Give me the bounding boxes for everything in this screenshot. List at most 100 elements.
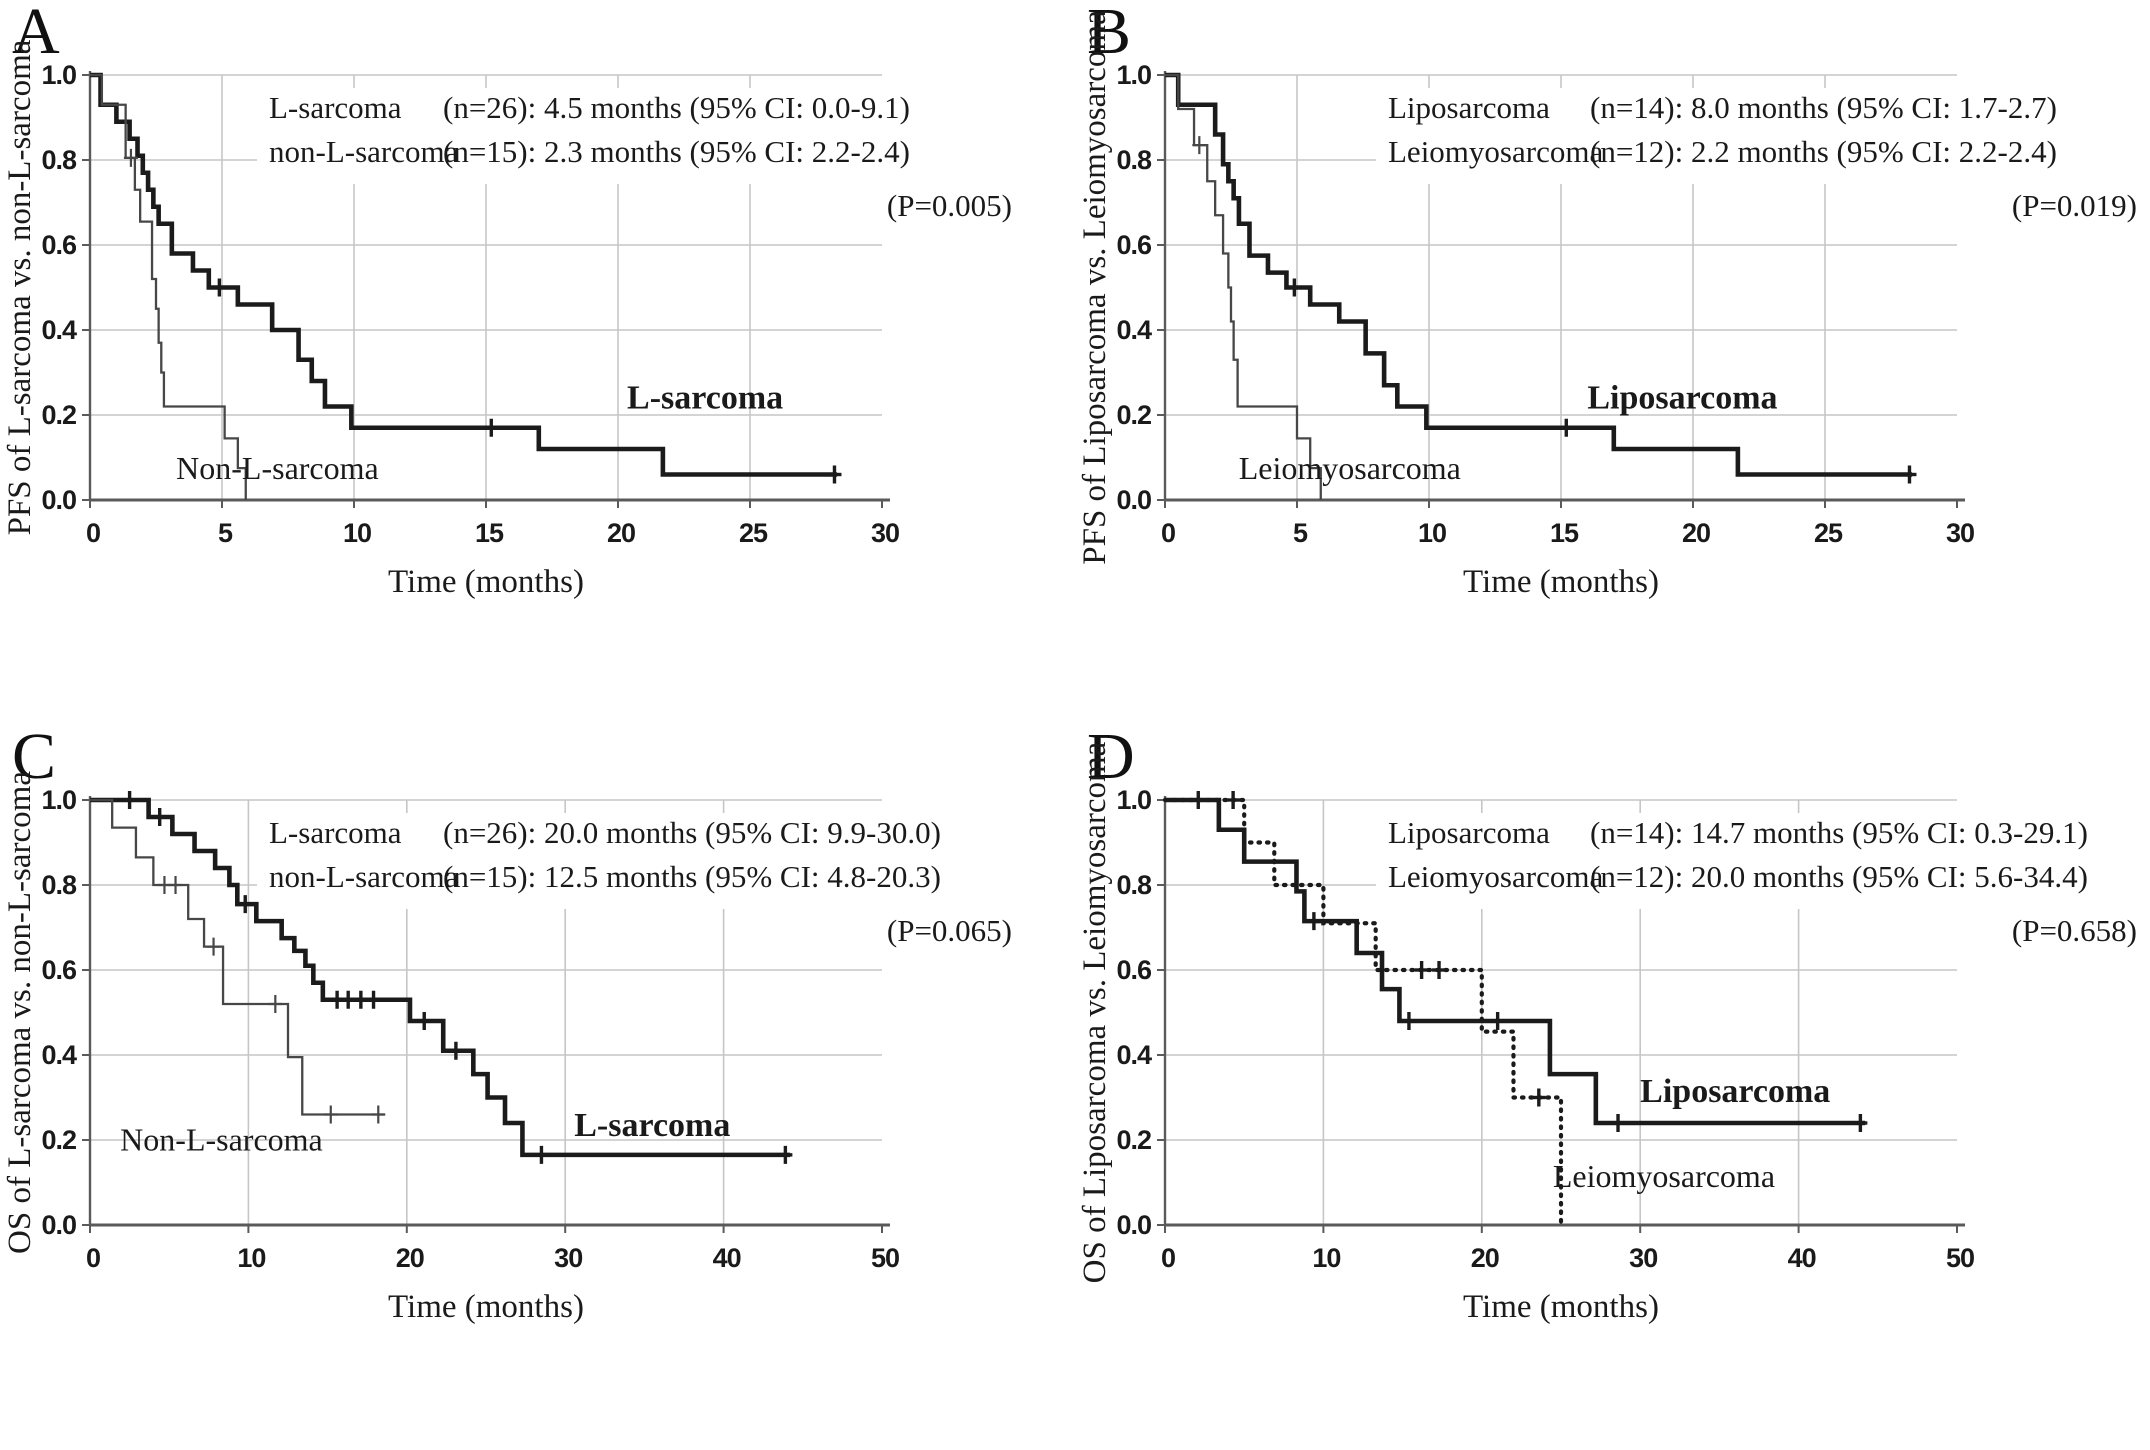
x-tick-label: 0 [1161, 1243, 1175, 1273]
y-tick-label: 0.2 [41, 400, 76, 430]
annotation-name-2: Leiomyosarcoma [1388, 859, 1603, 894]
y-tick-label: 0.6 [1116, 230, 1152, 260]
annotation-name-1: L-sarcoma [269, 815, 402, 850]
annotation-name-2: non-L-sarcoma [269, 134, 459, 169]
annotation-stats-2: (n=12): 20.0 months (95% CI: 5.6-34.4) [1590, 859, 2088, 894]
y-tick-label: 0.6 [41, 230, 77, 260]
y-tick-label: 0.4 [41, 1040, 77, 1070]
annotation-backdrop [1376, 813, 2149, 909]
panel-label-A: A [12, 0, 60, 68]
x-tick-label: 10 [237, 1243, 265, 1273]
y-tick-label: 0.4 [1116, 1040, 1152, 1070]
annotation-name-1: Liposarcoma [1388, 90, 1550, 125]
x-tick-label: 5 [218, 518, 233, 548]
p-value: (P=0.658) [2012, 913, 2137, 948]
p-value: (P=0.065) [887, 913, 1012, 948]
km-curve-l-sarcoma [90, 797, 791, 1158]
series-label-liposarcoma: Liposarcoma [1640, 1073, 1830, 1110]
y-tick-label: 0.4 [41, 315, 77, 345]
x-tick-label: 0 [86, 518, 100, 548]
km-curve-l-sarcoma [90, 72, 838, 477]
x-tick-label: 15 [1550, 518, 1579, 548]
annotation-stats-1: (n=26): 4.5 months (95% CI: 0.0-9.1) [443, 90, 910, 125]
x-tick-label: 40 [1788, 1243, 1816, 1273]
x-tick-label: 20 [1471, 1243, 1499, 1273]
y-tick-label: 0.0 [1116, 485, 1151, 515]
x-tick-label: 10 [1312, 1243, 1340, 1273]
annotation-stats-1: (n=14): 14.7 months (95% CI: 0.3-29.1) [1590, 815, 2088, 850]
km-chart-pfs-l-sarcoma: 0.0 0.2 0.4 0.6 0.8 1.0 0 5 10 15 20 25 30 Time (mont… [2, 39, 1024, 600]
y-axis-title: OS of L-sarcoma vs. non-L-sarcoma [2, 771, 38, 1254]
annotation-backdrop [257, 88, 1024, 184]
x-tick-label: 25 [1814, 518, 1843, 548]
y-tick-label: 0.0 [1116, 1210, 1151, 1240]
x-tick-label: 0 [1161, 518, 1175, 548]
series-label-non-l-sarcoma: Non-L-sarcoma [120, 1122, 323, 1158]
km-chart-pfs-liposarcoma: 0.0 0.2 0.4 0.6 0.8 1.0 0 5 10 15 20 25 30 Time (mont… [1077, 10, 2149, 600]
x-tick-label: 25 [739, 518, 768, 548]
x-tick-label: 0 [86, 1243, 100, 1273]
p-value: (P=0.019) [2012, 188, 2137, 223]
annotation-stats-1: (n=14): 8.0 months (95% CI: 1.7-2.7) [1590, 90, 2057, 125]
x-tick-label: 10 [1418, 518, 1446, 548]
annotation-name-1: L-sarcoma [269, 90, 402, 125]
x-tick-label: 20 [607, 518, 635, 548]
panel-D: D 0.0 0.2 0.4 0.6 0.8 1.0 0 10 20 30 40 50 Time (mon… [1075, 720, 2150, 1450]
x-tick-label: 15 [475, 518, 504, 548]
y-tick-label: 0.2 [41, 1125, 76, 1155]
series-label-leiomyosarcoma: Leiomyosarcoma [1553, 1158, 1775, 1194]
x-tick-label: 30 [1629, 1243, 1657, 1273]
y-tick-label: 0.4 [1116, 315, 1152, 345]
x-tick-label: 50 [1946, 1243, 1974, 1273]
x-tick-label: 10 [343, 518, 371, 548]
p-value: (P=0.005) [887, 188, 1012, 223]
annotation-backdrop [257, 813, 1024, 909]
y-tick-label: 0.8 [41, 145, 77, 175]
panel-B: B 0.0 0.2 0.4 0.6 0.8 1.0 0 5 10 15 20 25 30 Time (mo… [1075, 0, 2150, 725]
km-chart-os-l-sarcoma: 0.0 0.2 0.4 0.6 0.8 1.0 0 10 20 30 40 50 Time (month… [2, 771, 1024, 1325]
panel-label-B: B [1087, 0, 1132, 68]
x-tick-label: 30 [554, 1243, 582, 1273]
y-tick-label: 0.6 [1116, 955, 1152, 985]
y-tick-label: 1.0 [41, 785, 76, 815]
y-tick-label: 1.0 [1116, 785, 1151, 815]
y-axis-title: PFS of L-sarcoma vs. non-L-sarcoma [2, 39, 38, 535]
x-tick-label: 30 [1946, 518, 1974, 548]
series-label-liposarcoma: Liposarcoma [1587, 380, 1777, 417]
panel-label-C: C [12, 720, 57, 793]
km-curve-liposarcoma [1165, 797, 1866, 1126]
x-axis-title: Time (months) [388, 1289, 584, 1325]
y-tick-label: 0.0 [41, 1210, 76, 1240]
panel-label-D: D [1087, 720, 1135, 793]
x-tick-label: 20 [396, 1243, 424, 1273]
series-label-non-l-sarcoma: Non-L-sarcoma [176, 450, 379, 486]
annotation-stats-2: (n=15): 12.5 months (95% CI: 4.8-20.3) [443, 859, 941, 894]
y-tick-label: 0.8 [1116, 870, 1152, 900]
km-curve-non-l-sarcoma [90, 798, 385, 1116]
x-axis-title: Time (months) [1463, 1289, 1659, 1325]
y-axis-title: OS of Liposarcoma vs. Leiomyosarcoma [1077, 741, 1113, 1283]
x-tick-label: 20 [1682, 518, 1710, 548]
panel-A: A 0.0 0.2 0.4 0.6 0.8 1.0 0 5 10 15 20 25 30 Time (mo… [0, 0, 1075, 725]
annotation-backdrop [1376, 88, 2149, 184]
x-tick-label: 5 [1293, 518, 1308, 548]
y-tick-label: 0.8 [41, 870, 77, 900]
annotation-stats-1: (n=26): 20.0 months (95% CI: 9.9-30.0) [443, 815, 941, 850]
y-tick-label: 0.0 [41, 485, 76, 515]
y-tick-label: 1.0 [1116, 60, 1151, 90]
annotation-name-2: Leiomyosarcoma [1388, 134, 1603, 169]
x-axis-title: Time (months) [388, 564, 584, 600]
y-tick-label: 0.2 [1116, 1125, 1151, 1155]
series-label-l-sarcoma: L-sarcoma [574, 1107, 730, 1144]
y-tick-label: 0.2 [1116, 400, 1151, 430]
annotation-stats-2: (n=15): 2.3 months (95% CI: 2.2-2.4) [443, 134, 910, 169]
km-curve-leiomyosarcoma [1162, 797, 1564, 1228]
km-chart-os-liposarcoma: 0.0 0.2 0.4 0.6 0.8 1.0 0 10 20 30 40 50 Time (month… [1077, 741, 2149, 1325]
x-tick-label: 40 [713, 1243, 741, 1273]
annotation-name-1: Liposarcoma [1388, 815, 1550, 850]
y-axis-title: PFS of Liposarcoma vs. Leiomyosarcoma [1077, 10, 1113, 565]
x-tick-label: 50 [871, 1243, 899, 1273]
y-tick-label: 0.8 [1116, 145, 1152, 175]
y-tick-label: 1.0 [41, 60, 76, 90]
